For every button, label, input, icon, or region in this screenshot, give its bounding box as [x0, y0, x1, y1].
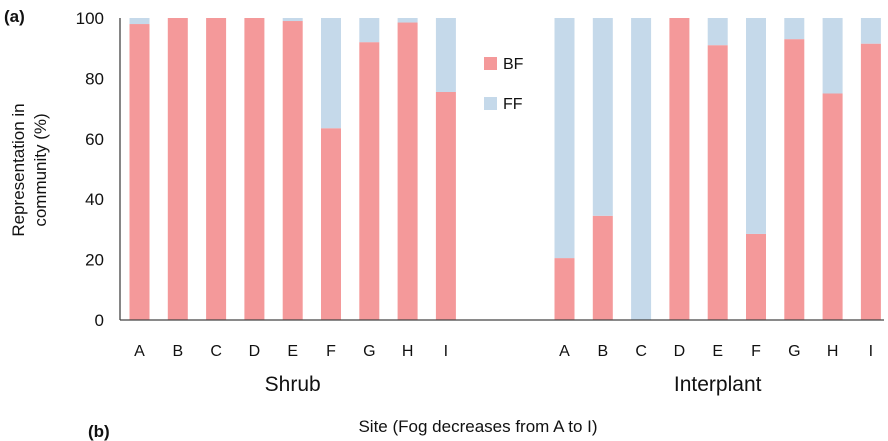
bar-interplant-g-bf [784, 39, 805, 320]
group-label-interplant: Interplant [674, 373, 762, 396]
bar-shrub-f-bf [321, 128, 341, 320]
y-tick-label-40: 40 [85, 190, 104, 209]
bars [129, 18, 881, 321]
bar-shrub-d-bf [244, 18, 265, 320]
legend-label-ff: FF [503, 96, 523, 113]
group-label-shrub: Shrub [265, 373, 321, 396]
bar-interplant-c-ff [631, 18, 652, 320]
y-tick-label-80: 80 [85, 69, 104, 88]
panel-b-label: (b) [88, 422, 110, 441]
bar-interplant-i-bf [860, 43, 881, 321]
y-tick-label-100: 100 [76, 9, 104, 28]
bar-interplant-i-ff [860, 18, 881, 44]
bar-shrub-h-ff [397, 18, 418, 23]
bar-interplant-h-bf [822, 93, 843, 320]
x-category-shrub-b: B [172, 343, 183, 360]
legend-label-bf: BF [503, 56, 524, 73]
y-tick-label-0: 0 [95, 311, 104, 330]
bar-interplant-f-bf [746, 233, 766, 320]
bar-shrub-c-bf [206, 18, 227, 320]
x-category-shrub-i: I [444, 343, 448, 360]
legend: BF FF [484, 56, 524, 113]
bar-shrub-f-ff [321, 18, 341, 129]
legend-swatch-bf [484, 57, 497, 70]
bar-shrub-a-ff [129, 18, 150, 25]
y-axis-title-line2: community (%) [31, 113, 50, 226]
panel-a-label: (a) [4, 7, 25, 26]
x-category-shrub-e: E [287, 343, 298, 360]
group-labels: Shrub Interplant [265, 373, 762, 396]
x-category-shrub-c: C [210, 343, 222, 360]
bar-interplant-e-bf [707, 45, 728, 321]
y-tick-label-60: 60 [85, 130, 104, 149]
x-axis-title: Site (Fog decreases from A to I) [358, 417, 597, 436]
x-category-interplant-c: C [635, 343, 647, 360]
x-category-interplant-d: D [674, 343, 686, 360]
legend-swatch-ff [484, 97, 497, 110]
y-axis-title: Representation in community (%) [9, 103, 50, 236]
bar-interplant-g-ff [784, 18, 805, 40]
x-category-interplant-g: G [788, 343, 800, 360]
bar-interplant-h-ff [822, 18, 843, 94]
bar-shrub-i-bf [435, 91, 456, 321]
y-axis-ticks: 0 20 40 60 80 100 [76, 9, 104, 330]
bar-shrub-e-bf [282, 21, 303, 321]
x-category-interplant-f: F [751, 343, 761, 360]
x-category-shrub-f: F [326, 343, 336, 360]
x-category-shrub-a: A [134, 343, 145, 360]
bar-interplant-b-bf [592, 215, 613, 320]
bar-interplant-d-bf [669, 18, 690, 320]
bar-shrub-i-ff [435, 18, 456, 92]
bar-interplant-a-ff [554, 18, 575, 259]
bar-interplant-b-ff [592, 18, 613, 216]
bar-shrub-b-bf [167, 18, 188, 320]
bar-interplant-e-ff [707, 18, 728, 46]
x-category-shrub-d: D [249, 343, 261, 360]
x-category-interplant-a: A [559, 343, 570, 360]
bar-shrub-e-ff [282, 18, 303, 22]
x-category-shrub-g: G [363, 343, 375, 360]
x-category-interplant-b: B [597, 343, 608, 360]
x-category-interplant-i: I [869, 343, 873, 360]
y-axis-title-line1: Representation in [9, 103, 28, 236]
bar-shrub-g-bf [359, 42, 380, 320]
x-category-interplant-h: H [827, 343, 839, 360]
bar-shrub-a-bf [129, 24, 150, 320]
x-category-shrub-h: H [402, 343, 414, 360]
y-tick-label-20: 20 [85, 251, 104, 270]
bar-interplant-a-bf [554, 258, 575, 320]
bar-interplant-f-ff [746, 18, 766, 234]
bar-shrub-h-bf [397, 22, 418, 321]
bar-shrub-g-ff [359, 18, 380, 43]
x-category-interplant-e: E [712, 343, 723, 360]
